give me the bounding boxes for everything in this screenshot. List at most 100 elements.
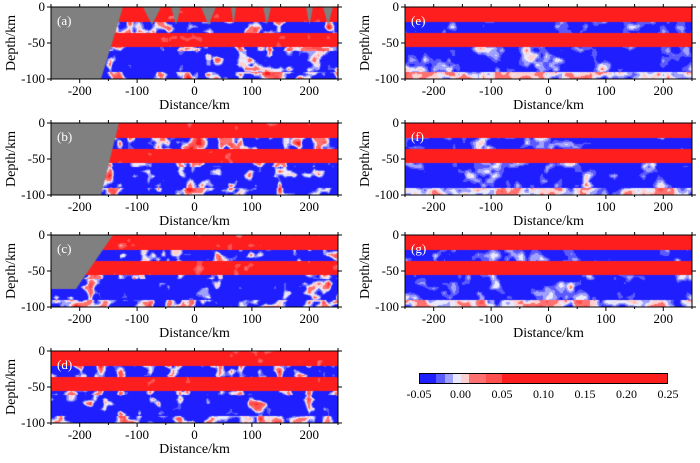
plot-frame xyxy=(50,350,339,424)
x-tick-label: -100 xyxy=(479,199,503,214)
y-tick-label: 0 xyxy=(39,0,46,14)
x-tick-label: 200 xyxy=(300,199,320,214)
heatmap xyxy=(405,7,692,79)
colorbar-segment xyxy=(485,374,503,383)
y-tick-label: -100 xyxy=(375,187,399,202)
x-tick-label: 100 xyxy=(596,311,616,326)
x-tick-label: -200 xyxy=(422,311,446,326)
heatmap xyxy=(51,351,338,423)
x-axis-label: Distance/km xyxy=(513,326,584,341)
x-axis-label: Distance/km xyxy=(159,214,230,229)
x-tick-label: 0 xyxy=(191,427,198,442)
y-tick-label: -50 xyxy=(28,151,45,166)
heatmap xyxy=(51,123,338,195)
colorbar-segment xyxy=(469,374,486,383)
y-tick-label: -100 xyxy=(375,299,399,314)
x-axis-label: Distance/km xyxy=(159,326,230,341)
x-tick-label: 200 xyxy=(654,83,674,98)
colorbar-segment xyxy=(436,374,445,383)
axes: -200 -100 0 100 200 0 -50 -100 Distance/km Depth/… xyxy=(4,343,342,457)
x-tick-label: 0 xyxy=(545,199,552,214)
x-tick-label: -200 xyxy=(68,83,92,98)
plot-frame xyxy=(50,234,339,308)
colorbar-tick-label: 0.15 xyxy=(574,387,596,401)
x-tick-label: 200 xyxy=(300,311,320,326)
y-axis-label: Depth/km xyxy=(358,131,373,187)
y-tick-label: -100 xyxy=(21,415,45,430)
x-axis-label: Distance/km xyxy=(159,442,230,457)
y-axis-label: Depth/km xyxy=(4,243,19,299)
y-tick-label: -50 xyxy=(28,379,45,394)
x-tick-label: -100 xyxy=(479,311,503,326)
colorbar-segment xyxy=(452,374,462,383)
panel-b: -200 -100 0 100 200 0 -50 -100 Distance/km Depth/… xyxy=(4,115,342,229)
panel-label: (b) xyxy=(57,129,73,144)
plot-frame xyxy=(404,6,693,80)
y-tick-label: -100 xyxy=(21,299,45,314)
colorbar-tick-label: 0.20 xyxy=(616,387,637,401)
colorbar-segment xyxy=(444,374,453,383)
y-tick-label: 0 xyxy=(39,227,46,242)
x-axis-label: Distance/km xyxy=(513,98,584,113)
colorbar xyxy=(419,373,668,384)
panel-label: (c) xyxy=(57,241,72,256)
heatmap xyxy=(405,123,692,195)
colorbar-segment xyxy=(502,374,667,383)
panel-c: -200 -100 0 100 200 0 -50 -100 Distance/km Depth/… xyxy=(4,227,342,341)
y-tick-label: -100 xyxy=(375,71,399,86)
axes: -200 -100 0 100 200 0 -50 -100 Distance/km Depth/… xyxy=(358,115,696,229)
axes: -200 -100 0 100 200 0 -50 -100 Distance/km Depth/… xyxy=(358,0,696,113)
heatmap xyxy=(51,7,338,79)
axes: -200 -100 0 100 200 0 -50 -100 Distance/km Depth/… xyxy=(4,0,342,113)
y-tick-label: -100 xyxy=(21,187,45,202)
y-axis-label: Depth/km xyxy=(4,131,19,187)
panel-label: (e) xyxy=(411,13,426,28)
y-tick-label: 0 xyxy=(393,0,400,14)
plot-frame xyxy=(50,122,339,196)
x-tick-label: 100 xyxy=(596,83,616,98)
y-tick-label: 0 xyxy=(393,227,400,242)
x-tick-label: 200 xyxy=(654,311,674,326)
x-axis-label: Distance/km xyxy=(159,98,230,113)
colorbar-tick-label: 0.05 xyxy=(491,387,513,401)
panel-a: -200 -100 0 100 200 0 -50 -100 Distance/km Depth/… xyxy=(4,0,342,113)
plot-frame xyxy=(50,6,339,80)
colorbar-segment xyxy=(461,374,470,383)
y-tick-label: -50 xyxy=(382,35,399,50)
x-tick-label: 200 xyxy=(654,199,674,214)
x-tick-label: 200 xyxy=(300,83,320,98)
y-tick-label: 0 xyxy=(39,115,46,130)
panel-g: -200 -100 0 100 200 0 -50 -100 Distance/km Depth/… xyxy=(358,227,696,341)
x-tick-label: -200 xyxy=(422,199,446,214)
colorbar-tick-label: 0.25 xyxy=(657,387,679,401)
y-tick-label: 0 xyxy=(39,343,46,358)
colorbar-tick-label: -0.05 xyxy=(406,387,432,401)
axes: -200 -100 0 100 200 0 -50 -100 Distance/km Depth/… xyxy=(358,227,696,341)
x-tick-label: 100 xyxy=(242,311,262,326)
x-tick-label: 0 xyxy=(191,311,198,326)
heatmap xyxy=(405,235,692,307)
x-axis-label: Distance/km xyxy=(513,214,584,229)
x-tick-label: 100 xyxy=(242,427,262,442)
x-tick-label: -200 xyxy=(68,427,92,442)
x-tick-label: 0 xyxy=(545,311,552,326)
x-tick-label: 200 xyxy=(300,427,320,442)
panel-d: -200 -100 0 100 200 0 -50 -100 Distance/km Depth/… xyxy=(4,343,342,457)
x-tick-label: -100 xyxy=(125,83,149,98)
panel-f: -200 -100 0 100 200 0 -50 -100 Distance/km Depth/… xyxy=(358,115,696,229)
x-tick-label: 0 xyxy=(191,199,198,214)
y-tick-label: -50 xyxy=(28,35,45,50)
panel-label: (d) xyxy=(57,357,73,372)
x-tick-label: 100 xyxy=(242,199,262,214)
plot-frame xyxy=(404,122,693,196)
x-tick-label: 100 xyxy=(596,199,616,214)
x-tick-label: 0 xyxy=(191,83,198,98)
x-tick-label: -100 xyxy=(125,311,149,326)
panel-label: (g) xyxy=(411,241,427,256)
heatmap xyxy=(51,235,338,307)
panel-label: (a) xyxy=(57,13,72,28)
colorbar-tick-label: 0.10 xyxy=(533,387,554,401)
y-tick-label: -50 xyxy=(382,263,399,278)
x-tick-label: -200 xyxy=(68,311,92,326)
panel-label: (f) xyxy=(411,129,424,144)
